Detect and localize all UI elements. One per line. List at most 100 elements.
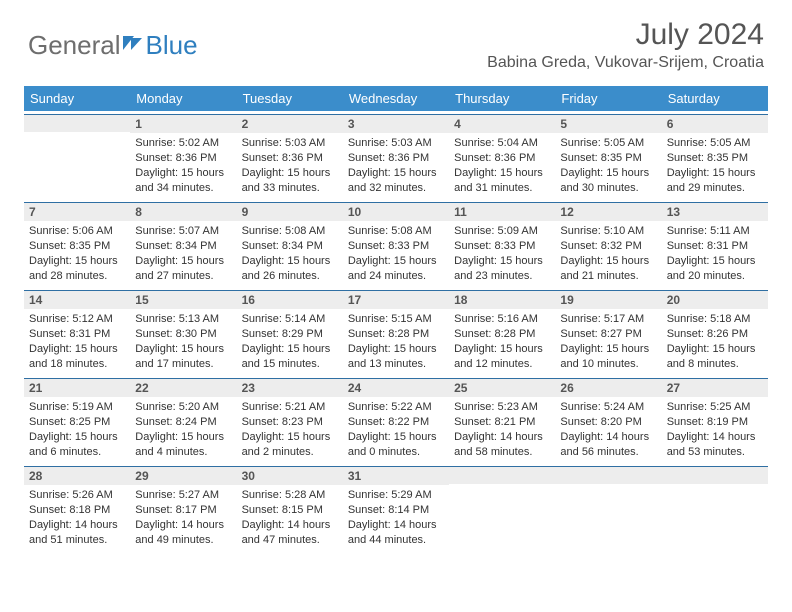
- day-cell: 19 Sunrise: 5:17 AMSunset: 8:27 PMDayligh…: [555, 287, 661, 375]
- weekday-header: Tuesday: [237, 86, 343, 111]
- day-number: 30: [237, 466, 343, 485]
- day-number: 7: [24, 202, 130, 221]
- location: Babina Greda, Vukovar-Srijem, Croatia: [487, 54, 764, 72]
- day-number: 26: [555, 378, 661, 397]
- day-info: Sunrise: 5:11 AMSunset: 8:31 PMDaylight:…: [667, 224, 763, 283]
- day-cell: 21 Sunrise: 5:19 AMSunset: 8:25 PMDayligh…: [24, 375, 130, 463]
- day-cell: 3Sunrise: 5:03 AMSunset: 8:36 PMDaylight…: [343, 111, 449, 199]
- day-number: 12: [555, 202, 661, 221]
- weekday-header: Sunday: [24, 86, 130, 111]
- day-info: Sunrise: 5:19 AMSunset: 8:25 PMDaylight:…: [29, 400, 125, 459]
- day-info: Sunrise: 5:05 AMSunset: 8:35 PMDaylight:…: [667, 136, 763, 195]
- day-cell: 17 Sunrise: 5:15 AMSunset: 8:28 PMDayligh…: [343, 287, 449, 375]
- calendar: Sunday Monday Tuesday Wednesday Thursday…: [24, 86, 768, 551]
- day-info: Sunrise: 5:14 AMSunset: 8:29 PMDaylight:…: [242, 312, 338, 371]
- day-number: 11: [449, 202, 555, 221]
- day-cell: 28Sunrise: 5:26 AMSunset: 8:18 PMDayligh…: [24, 463, 130, 551]
- weekday-header: Friday: [555, 86, 661, 111]
- day-info: Sunrise: 5:25 AMSunset: 8:19 PMDaylight:…: [667, 400, 763, 459]
- day-number: 17: [343, 290, 449, 309]
- day-cell: 10 Sunrise: 5:08 AMSunset: 8:33 PMDayligh…: [343, 199, 449, 287]
- day-number: 8: [130, 202, 236, 221]
- day-number: 31: [343, 466, 449, 485]
- day-number: 13: [662, 202, 768, 221]
- day-cell: 5 Sunrise: 5:05 AMSunset: 8:35 PMDaylight…: [555, 111, 661, 199]
- day-info: Sunrise: 5:28 AMSunset: 8:15 PMDaylight:…: [242, 488, 338, 547]
- day-cell: 25 Sunrise: 5:23 AMSunset: 8:21 PMDayligh…: [449, 375, 555, 463]
- day-number: 1: [130, 114, 236, 133]
- logo-sail-icon: [123, 36, 145, 54]
- day-cell: 18Sunrise: 5:16 AMSunset: 8:28 PMDayligh…: [449, 287, 555, 375]
- week-row: 1 Sunrise: 5:02 AMSunset: 8:36 PMDaylight…: [24, 111, 768, 199]
- day-info: Sunrise: 5:08 AMSunset: 8:34 PMDaylight:…: [242, 224, 338, 283]
- week-row: 28Sunrise: 5:26 AMSunset: 8:18 PMDayligh…: [24, 463, 768, 551]
- weekday-header: Thursday: [449, 86, 555, 111]
- day-cell: 8 Sunrise: 5:07 AMSunset: 8:34 PMDaylight…: [130, 199, 236, 287]
- logo-word-1: General: [28, 30, 121, 61]
- day-number: 10: [343, 202, 449, 221]
- day-cell: 4 Sunrise: 5:04 AMSunset: 8:36 PMDaylight…: [449, 111, 555, 199]
- day-info: Sunrise: 5:06 AMSunset: 8:35 PMDaylight:…: [29, 224, 125, 283]
- day-number: 4: [449, 114, 555, 133]
- week-row: 7 Sunrise: 5:06 AMSunset: 8:35 PMDaylight…: [24, 199, 768, 287]
- day-info: Sunrise: 5:05 AMSunset: 8:35 PMDaylight:…: [560, 136, 656, 195]
- day-info: Sunrise: 5:21 AMSunset: 8:23 PMDaylight:…: [242, 400, 338, 459]
- month-title: July 2024: [487, 18, 764, 52]
- empty-day-bar: [662, 466, 768, 484]
- day-info: Sunrise: 5:03 AMSunset: 8:36 PMDaylight:…: [242, 136, 338, 195]
- day-cell: 29 Sunrise: 5:27 AMSunset: 8:17 PMDayligh…: [130, 463, 236, 551]
- day-number: 29: [130, 466, 236, 485]
- day-cell: 27 Sunrise: 5:25 AMSunset: 8:19 PMDayligh…: [662, 375, 768, 463]
- day-info: Sunrise: 5:02 AMSunset: 8:36 PMDaylight:…: [135, 136, 231, 195]
- day-cell: 15 Sunrise: 5:13 AMSunset: 8:30 PMDayligh…: [130, 287, 236, 375]
- logo-word-2: Blue: [146, 30, 198, 61]
- day-cell: [449, 463, 555, 551]
- day-number: 19: [555, 290, 661, 309]
- day-number: 28: [24, 466, 130, 485]
- day-number: 5: [555, 114, 661, 133]
- day-cell: [24, 111, 130, 199]
- day-cell: [662, 463, 768, 551]
- weekday-header: Saturday: [662, 86, 768, 111]
- day-info: Sunrise: 5:15 AMSunset: 8:28 PMDaylight:…: [348, 312, 444, 371]
- day-number: 14: [24, 290, 130, 309]
- day-info: Sunrise: 5:23 AMSunset: 8:21 PMDaylight:…: [454, 400, 550, 459]
- day-number: 3: [343, 114, 449, 133]
- day-cell: 20Sunrise: 5:18 AMSunset: 8:26 PMDayligh…: [662, 287, 768, 375]
- day-cell: 9 Sunrise: 5:08 AMSunset: 8:34 PMDaylight…: [237, 199, 343, 287]
- day-info: Sunrise: 5:13 AMSunset: 8:30 PMDaylight:…: [135, 312, 231, 371]
- title-block: July 2024 Babina Greda, Vukovar-Srijem, …: [487, 18, 764, 72]
- day-info: Sunrise: 5:22 AMSunset: 8:22 PMDaylight:…: [348, 400, 444, 459]
- day-number: 21: [24, 378, 130, 397]
- day-cell: 24 Sunrise: 5:22 AMSunset: 8:22 PMDayligh…: [343, 375, 449, 463]
- day-cell: 1 Sunrise: 5:02 AMSunset: 8:36 PMDaylight…: [130, 111, 236, 199]
- empty-day-bar: [555, 466, 661, 484]
- day-cell: 22Sunrise: 5:20 AMSunset: 8:24 PMDayligh…: [130, 375, 236, 463]
- day-cell: 12 Sunrise: 5:10 AMSunset: 8:32 PMDayligh…: [555, 199, 661, 287]
- week-row: 14Sunrise: 5:12 AMSunset: 8:31 PMDayligh…: [24, 287, 768, 375]
- day-info: Sunrise: 5:08 AMSunset: 8:33 PMDaylight:…: [348, 224, 444, 283]
- day-cell: 26 Sunrise: 5:24 AMSunset: 8:20 PMDayligh…: [555, 375, 661, 463]
- day-cell: [555, 463, 661, 551]
- day-cell: 7 Sunrise: 5:06 AMSunset: 8:35 PMDaylight…: [24, 199, 130, 287]
- day-number: 27: [662, 378, 768, 397]
- day-number: 24: [343, 378, 449, 397]
- day-cell: 31 Sunrise: 5:29 AMSunset: 8:14 PMDayligh…: [343, 463, 449, 551]
- day-info: Sunrise: 5:29 AMSunset: 8:14 PMDaylight:…: [348, 488, 444, 547]
- day-number: 18: [449, 290, 555, 309]
- day-number: 25: [449, 378, 555, 397]
- day-cell: 30 Sunrise: 5:28 AMSunset: 8:15 PMDayligh…: [237, 463, 343, 551]
- weekday-header: Monday: [130, 86, 236, 111]
- day-info: Sunrise: 5:24 AMSunset: 8:20 PMDaylight:…: [560, 400, 656, 459]
- day-number: 2: [237, 114, 343, 133]
- day-info: Sunrise: 5:07 AMSunset: 8:34 PMDaylight:…: [135, 224, 231, 283]
- day-info: Sunrise: 5:20 AMSunset: 8:24 PMDaylight:…: [135, 400, 231, 459]
- day-info: Sunrise: 5:10 AMSunset: 8:32 PMDaylight:…: [560, 224, 656, 283]
- day-cell: 14Sunrise: 5:12 AMSunset: 8:31 PMDayligh…: [24, 287, 130, 375]
- day-info: Sunrise: 5:27 AMSunset: 8:17 PMDaylight:…: [135, 488, 231, 547]
- day-info: Sunrise: 5:09 AMSunset: 8:33 PMDaylight:…: [454, 224, 550, 283]
- day-info: Sunrise: 5:17 AMSunset: 8:27 PMDaylight:…: [560, 312, 656, 371]
- day-number: 9: [237, 202, 343, 221]
- day-number: 15: [130, 290, 236, 309]
- day-info: Sunrise: 5:04 AMSunset: 8:36 PMDaylight:…: [454, 136, 550, 195]
